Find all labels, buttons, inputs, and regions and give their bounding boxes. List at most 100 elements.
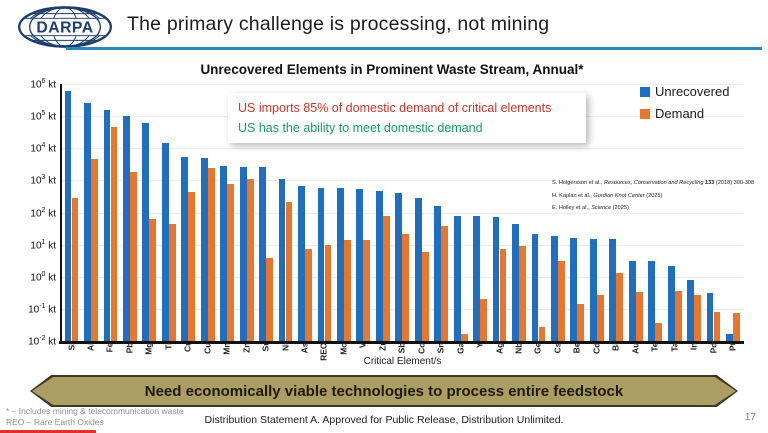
unrecovered-bar-Ni xyxy=(278,179,286,341)
darpa-logo-icon: DARPA xyxy=(18,6,112,48)
unrecovered-bar-V xyxy=(356,188,364,341)
unrecovered-bar-Fe xyxy=(103,109,111,341)
banner-text: Need economically viable technologies to… xyxy=(144,382,624,400)
unrecovered-bar-Sb xyxy=(395,193,403,341)
demand-bar-REO xyxy=(324,244,332,341)
demand-bar-Mn xyxy=(227,183,235,341)
demand-bar-Y xyxy=(480,299,487,341)
demand-bar-Au xyxy=(635,291,643,341)
demand-bar-Bi xyxy=(616,273,624,341)
page-title: The primary challenge is processing, not… xyxy=(127,13,550,35)
unrecovered-bar-Pd xyxy=(706,293,714,341)
footnote-reo: REO – Rare Earth Oxides xyxy=(6,417,104,427)
demand-bar-Cu xyxy=(207,168,215,341)
demand-bar-In xyxy=(694,295,702,341)
unrecovered-bar-Mg xyxy=(142,122,150,341)
banner-arrow-inner: Need economically viable technologies to… xyxy=(32,377,736,405)
unrecovered-bar-Co xyxy=(414,198,422,341)
demand-bar-Sn xyxy=(441,225,449,341)
demand-bar-Zr xyxy=(382,215,390,341)
unrecovered-bar-Au xyxy=(628,260,636,341)
gridline xyxy=(62,180,743,182)
demand-bar-Cr xyxy=(188,192,196,341)
demand-swatch-icon xyxy=(640,108,650,119)
demand-bar-V xyxy=(363,239,371,341)
distribution-statement: Distribution Statement A. Approved for P… xyxy=(204,414,564,426)
unrecovered-bar-Mn xyxy=(220,165,228,341)
unrecovered-bar-Al xyxy=(84,102,91,341)
unrecovered-bar-Nb xyxy=(512,223,519,341)
y-tick-10e0: 100 kt xyxy=(30,270,56,284)
y-tick-10e-1: 10-1 kt xyxy=(28,302,56,316)
annotation-ability: US has the ability to meet domestic dema… xyxy=(238,121,483,135)
unrecovered-bar-Cd xyxy=(589,238,597,341)
legend-label-unrecovered: Unrecovered xyxy=(655,84,730,99)
citation-1: S. Holgersson et al., Resources, Conserv… xyxy=(552,180,755,186)
unrecovered-bar-Mo xyxy=(337,187,344,341)
unrecovered-bar-Ga xyxy=(453,216,461,341)
unrecovered-bar-Cr xyxy=(181,157,189,341)
y-tick-10e5: 105 kt xyxy=(30,110,56,123)
unrecovered-bar-As xyxy=(298,185,305,341)
unrecovered-bar-Ge xyxy=(531,233,539,341)
unrecovered-bar-Si xyxy=(64,91,72,341)
unrecovered-bar-Zn xyxy=(239,167,247,341)
y-tick-10e3: 103 kt xyxy=(30,174,56,187)
unrecovered-bar-Sn xyxy=(434,205,442,341)
gridline xyxy=(62,148,743,150)
title-underline xyxy=(66,47,762,50)
legend-label-demand: Demand xyxy=(655,106,705,121)
demand-bar-Si xyxy=(71,198,79,341)
demand-bar-Ti xyxy=(168,224,176,341)
demand-bar-Te xyxy=(655,323,663,341)
citation-3: E. Holley et al., Science (2025) xyxy=(552,205,629,211)
unrecovered-bar-Ag xyxy=(492,217,500,341)
demand-bar-Mo xyxy=(344,239,351,341)
demand-bar-Ge xyxy=(538,326,546,341)
y-tick-10e4: 104 kt xyxy=(30,142,56,155)
unrecovered-bar-Pb xyxy=(122,116,130,341)
demand-bar-Cd xyxy=(596,295,604,341)
unrecovered-bar-Cs xyxy=(551,236,558,341)
demand-bar-Fe xyxy=(110,127,118,341)
y-tick-10e1: 101 kt xyxy=(30,238,56,251)
demand-bar-Cs xyxy=(558,261,565,341)
unrecovered-bar-Bi xyxy=(609,238,617,341)
unrecovered-bar-Sr xyxy=(259,167,266,341)
unrecovered-bar-Be xyxy=(570,238,578,341)
demand-bar-Mg xyxy=(149,219,157,341)
unrecovered-bar-Ta xyxy=(667,266,675,341)
demand-bar-Ta xyxy=(674,291,682,341)
video-progress-bar[interactable] xyxy=(0,430,96,433)
gridline xyxy=(62,84,743,85)
legend-item-unrecovered: Unrecovered xyxy=(640,84,729,99)
banner-arrow: Need economically viable technologies to… xyxy=(30,375,738,407)
footnote-asterisk: * – Includes mining & telecommunication … xyxy=(6,406,184,416)
demand-bar-As xyxy=(305,249,312,341)
darpa-logo-text: DARPA xyxy=(36,20,93,37)
unrecovered-bar-Zr xyxy=(375,191,383,341)
gridline xyxy=(62,212,743,214)
y-tick-10e6: 106 kt xyxy=(30,78,56,91)
chart-legend: Unrecovered Demand xyxy=(640,84,729,128)
demand-bar-Ag xyxy=(499,249,507,341)
demand-bar-Zn xyxy=(246,179,254,341)
unrecovered-bar-REO xyxy=(317,187,325,341)
y-axis-ticks: 106 kt 105 kt 104 kt 103 kt 102 kt 101 kt 100 … xyxy=(0,78,56,347)
x-axis-line xyxy=(59,341,744,344)
unrecovered-swatch-icon xyxy=(640,86,650,97)
legend-item-demand: Demand xyxy=(640,106,729,121)
y-axis-line xyxy=(60,84,62,343)
unrecovered-bar-In xyxy=(687,280,695,341)
demand-bar-Be xyxy=(577,304,585,341)
demand-bar-Ga xyxy=(460,333,468,341)
unrecovered-bar-Pt xyxy=(726,333,733,341)
demand-bar-Al xyxy=(91,159,98,341)
demand-bar-Ni xyxy=(285,201,293,341)
demand-bar-Pb xyxy=(129,172,137,341)
demand-bar-Pd xyxy=(713,312,721,341)
annotation-box: US imports 85% of domestic demand of cri… xyxy=(228,93,586,143)
unrecovered-bar-Te xyxy=(648,261,656,341)
x-axis-title: Critical Element/s xyxy=(363,356,442,367)
